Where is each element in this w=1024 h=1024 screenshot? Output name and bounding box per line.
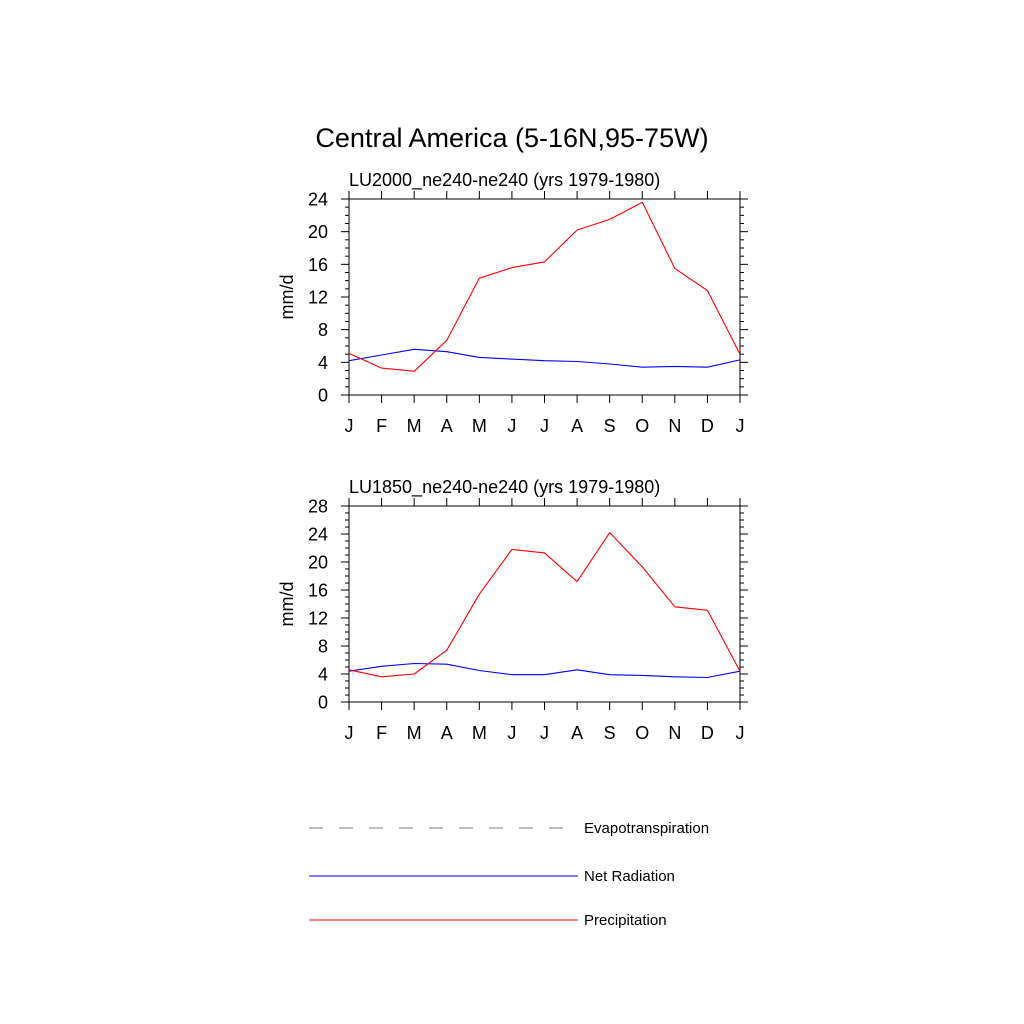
x-tick-label: O xyxy=(635,416,649,436)
x-tick-label: J xyxy=(507,416,516,436)
panel-title: LU1850_ne240-ne240 (yrs 1979-1980) xyxy=(349,477,660,498)
y-tick-label: 16 xyxy=(308,581,328,601)
x-tick-label: M xyxy=(472,416,487,436)
y-tick-label: 4 xyxy=(318,353,328,373)
y-tick-label: 4 xyxy=(318,665,328,685)
x-tick-label: S xyxy=(604,723,616,743)
legend-label: Precipitation xyxy=(584,912,667,929)
series-line-precipitation xyxy=(348,201,741,372)
x-tick-label: D xyxy=(701,416,714,436)
plot-frame xyxy=(348,198,741,396)
x-tick-label: F xyxy=(376,723,387,743)
plot-frame xyxy=(348,505,741,703)
y-tick-label: 20 xyxy=(308,222,328,242)
panel-title: LU2000_ne240-ne240 (yrs 1979-1980) xyxy=(349,170,660,191)
series-line-precipitation xyxy=(348,532,741,678)
y-tick-label: 0 xyxy=(318,386,328,406)
y-tick-label: 20 xyxy=(308,553,328,573)
x-tick-label: S xyxy=(604,416,616,436)
y-tick-label: 0 xyxy=(318,693,328,713)
x-tick-label: J xyxy=(736,723,745,743)
y-tick-label: 8 xyxy=(318,320,328,340)
x-tick-label: A xyxy=(441,416,453,436)
series-line-net-radiation xyxy=(348,662,741,679)
x-tick-label: M xyxy=(472,723,487,743)
chart-panel-1: LU2000_ne240-ne240 (yrs 1979-1980) mm/d 0 4… xyxy=(277,170,748,436)
legend: Evapotranspiration Net Radiation Precipita… xyxy=(309,820,709,929)
x-tick-label: J xyxy=(736,416,745,436)
x-tick-label: A xyxy=(571,723,583,743)
y-tick-label: 12 xyxy=(308,288,328,308)
x-tick-label: J xyxy=(345,723,354,743)
legend-label: Net Radiation xyxy=(584,868,675,885)
chart-panel-2: LU1850_ne240-ne240 (yrs 1979-1980) mm/d 0 4… xyxy=(277,477,748,743)
x-tick-label: A xyxy=(441,723,453,743)
y-axis-label: mm/d xyxy=(277,582,297,627)
x-tick-label: A xyxy=(571,416,583,436)
x-tick-label: J xyxy=(507,723,516,743)
series-line-net-radiation xyxy=(348,348,741,368)
chart-panels: LU2000_ne240-ne240 (yrs 1979-1980) mm/d 0 4… xyxy=(277,170,748,743)
x-tick-label: N xyxy=(668,416,681,436)
x-tick-label: J xyxy=(540,416,549,436)
x-tick-label: J xyxy=(345,416,354,436)
y-tick-label: 24 xyxy=(308,190,328,210)
x-tick-label: N xyxy=(668,723,681,743)
y-tick-label: 12 xyxy=(308,609,328,629)
x-tick-label: J xyxy=(540,723,549,743)
x-tick-label: M xyxy=(407,416,422,436)
y-tick-label: 24 xyxy=(308,525,328,545)
y-tick-label: 16 xyxy=(308,255,328,275)
figure-title: Central America (5-16N,95-75W) xyxy=(315,123,708,153)
x-tick-label: F xyxy=(376,416,387,436)
x-tick-label: D xyxy=(701,723,714,743)
legend-label: Evapotranspiration xyxy=(584,820,709,837)
y-tick-label: 28 xyxy=(308,497,328,517)
y-axis-label: mm/d xyxy=(277,275,297,320)
x-tick-label: O xyxy=(635,723,649,743)
x-tick-label: M xyxy=(407,723,422,743)
y-tick-label: 8 xyxy=(318,637,328,657)
